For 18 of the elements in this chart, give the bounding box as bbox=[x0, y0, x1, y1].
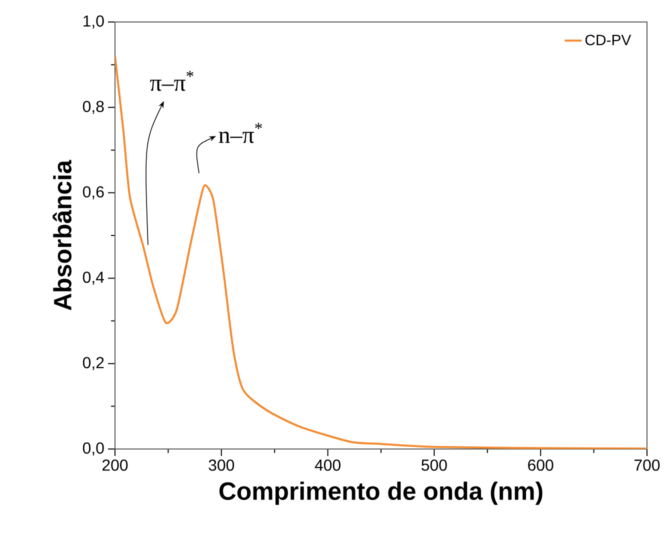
x-tick-label: 600 bbox=[528, 460, 554, 471]
annotation: π–π$^{*}$ bbox=[150, 70, 194, 92]
y-tick-label: 0,6 bbox=[82, 186, 104, 200]
x-tick-label: 700 bbox=[634, 460, 660, 471]
y-tick-label: 0,0 bbox=[82, 442, 104, 456]
line-series bbox=[115, 55, 647, 449]
legend-label: CD-PV bbox=[585, 34, 632, 46]
y-tick-label: 1,0 bbox=[84, 15, 104, 29]
x-tick-label: 500 bbox=[422, 460, 447, 471]
x-tick-label: 200 bbox=[102, 460, 128, 471]
y-tick-label: 0,2 bbox=[82, 357, 104, 370]
x-tick-label: 400 bbox=[314, 460, 340, 471]
x-tick-label: 300 bbox=[208, 460, 234, 471]
y-tick-label: 0,8 bbox=[82, 100, 104, 114]
y-tick-label: 0,4 bbox=[82, 272, 104, 285]
annotation: n–π$^{*}$ bbox=[218, 122, 262, 144]
y-axis-title: Absorbância bbox=[52, 160, 72, 310]
x-axis-title: Comprimento de onda (nm) bbox=[219, 482, 542, 505]
